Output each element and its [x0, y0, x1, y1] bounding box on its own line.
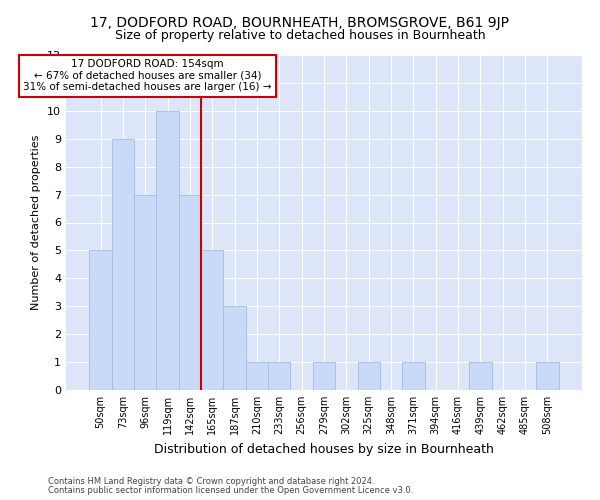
Bar	[134, 194, 157, 390]
Bar	[536, 362, 559, 390]
Y-axis label: Number of detached properties: Number of detached properties	[31, 135, 41, 310]
Bar	[246, 362, 268, 390]
Bar	[179, 194, 201, 390]
Bar	[223, 306, 246, 390]
Bar	[89, 250, 112, 390]
Text: 17 DODFORD ROAD: 154sqm
← 67% of detached houses are smaller (34)
31% of semi-de: 17 DODFORD ROAD: 154sqm ← 67% of detache…	[23, 59, 272, 92]
Bar	[268, 362, 290, 390]
Bar	[313, 362, 335, 390]
Bar	[402, 362, 425, 390]
X-axis label: Distribution of detached houses by size in Bournheath: Distribution of detached houses by size …	[154, 442, 494, 456]
Text: Contains HM Land Registry data © Crown copyright and database right 2024.: Contains HM Land Registry data © Crown c…	[48, 477, 374, 486]
Bar	[358, 362, 380, 390]
Bar	[112, 139, 134, 390]
Bar	[469, 362, 491, 390]
Bar	[157, 111, 179, 390]
Bar	[201, 250, 223, 390]
Text: Contains public sector information licensed under the Open Government Licence v3: Contains public sector information licen…	[48, 486, 413, 495]
Text: 17, DODFORD ROAD, BOURNHEATH, BROMSGROVE, B61 9JP: 17, DODFORD ROAD, BOURNHEATH, BROMSGROVE…	[91, 16, 509, 30]
Text: Size of property relative to detached houses in Bournheath: Size of property relative to detached ho…	[115, 29, 485, 42]
